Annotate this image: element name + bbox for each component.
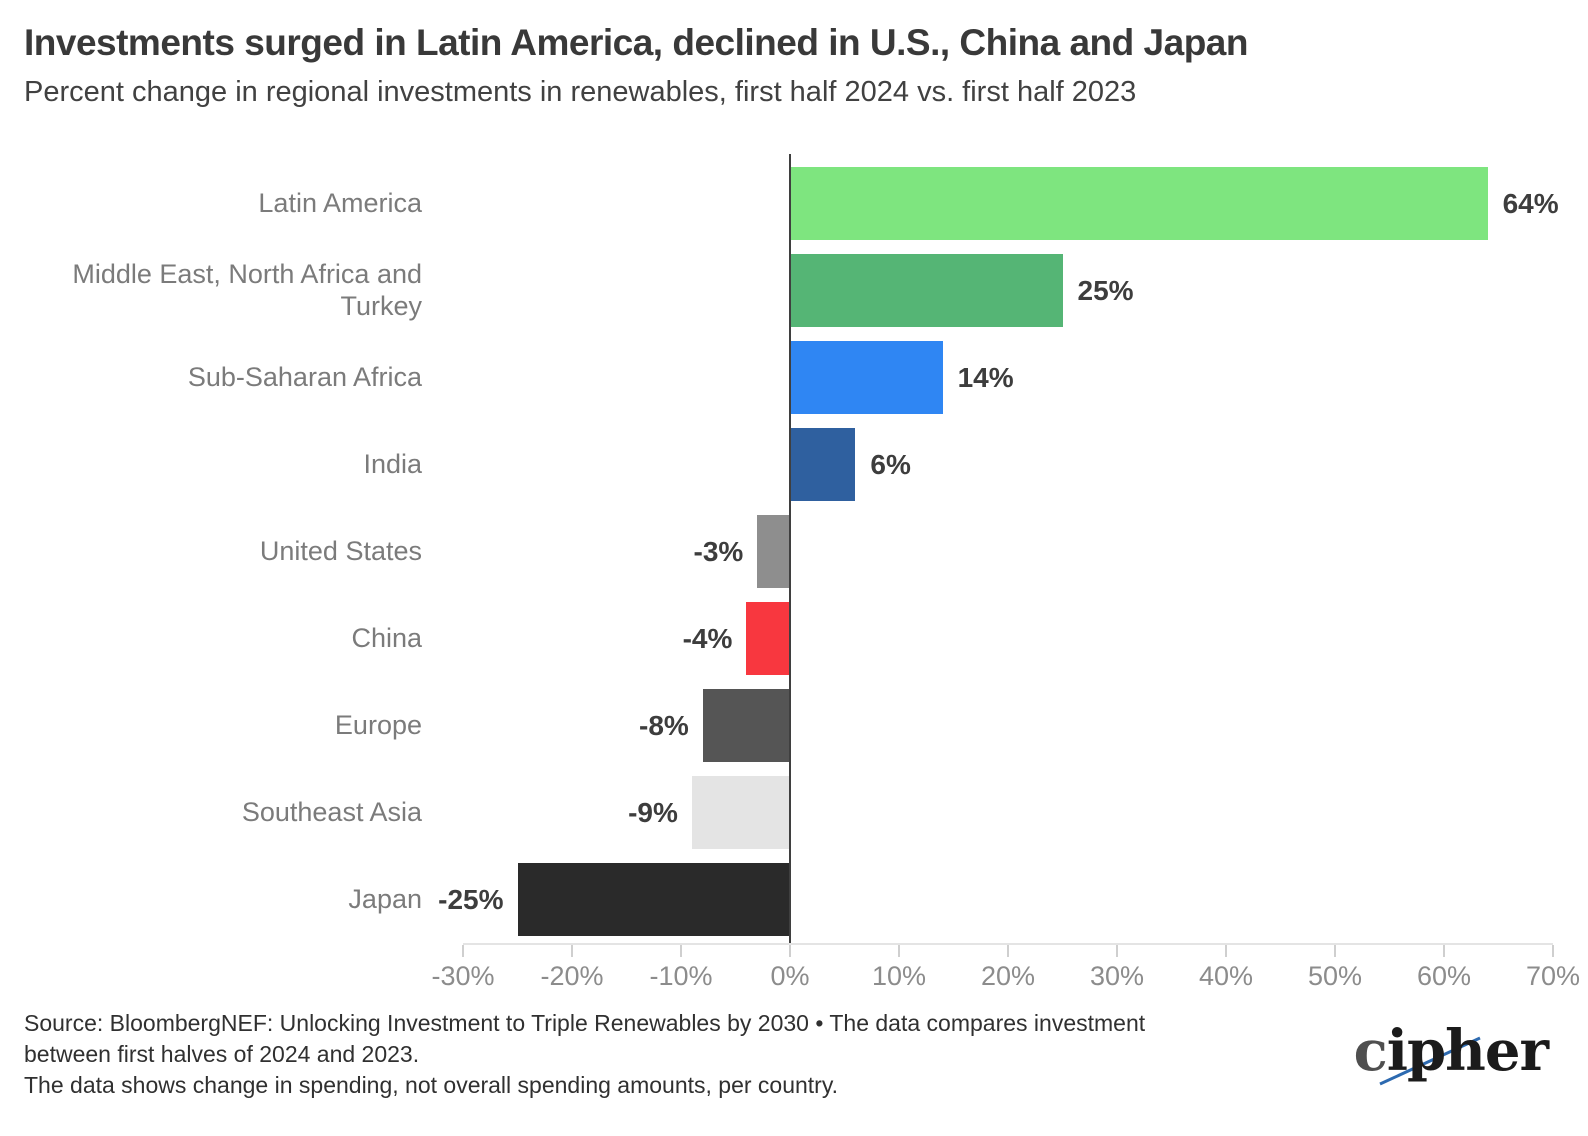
value-label-europe: -8%: [639, 709, 689, 741]
bar-row-india: 6%: [463, 421, 1553, 508]
bar-middle-east-north-africa-and-turkey: [790, 254, 1063, 327]
x-tick-label: 60%: [1416, 961, 1472, 991]
category-labels: Latin America Middle East, North Africa a…: [24, 160, 422, 998]
category-label-sub-saharan-africa: Sub-Saharan Africa: [187, 361, 422, 392]
bar-europe: [702, 689, 790, 762]
x-tick-mark: [1116, 945, 1118, 957]
bar-united-states: [757, 515, 790, 588]
bar-china: [746, 602, 790, 675]
category-label-japan: Japan: [348, 883, 422, 914]
bar-southeast-asia: [691, 776, 790, 849]
x-tick-mark: [1007, 945, 1009, 957]
x-tick-label: -20%: [540, 961, 604, 991]
x-tick-mark: [898, 945, 900, 957]
category-label-middle-east-north-africa-and-turkey: Middle East, North Africa and Turkey: [72, 258, 422, 321]
value-label-sub-saharan-africa: 14%: [957, 361, 1014, 393]
chart-subtitle: Percent change in regional investments i…: [24, 76, 1137, 108]
x-tick-mark: [1552, 945, 1554, 957]
bar-sub-saharan-africa: [790, 341, 943, 414]
bar-row-middle-east-north-africa-and-turkey: 25%: [463, 247, 1553, 334]
x-tick-mark: [1225, 945, 1227, 957]
source-line: between first halves of 2024 and 2023.: [24, 1041, 420, 1067]
bar-row-europe: -8%: [463, 682, 1553, 769]
value-label-china: -4%: [682, 622, 733, 654]
category-label-latin-america: Latin America: [258, 187, 422, 218]
x-tick-label: 30%: [1089, 961, 1145, 991]
chart-title: Investments surged in Latin America, dec…: [24, 22, 1248, 63]
value-label-india: 6%: [870, 448, 911, 480]
x-tick-label: 20%: [980, 961, 1036, 991]
bar-row-china: -4%: [463, 595, 1553, 682]
bar-latin-america: [790, 167, 1488, 240]
x-axis: -30% -20% -10% 0% 10% 20% 30% 40% 50% 60% 70%: [431, 943, 1580, 1000]
logo-wordmark: cipher: [1353, 1018, 1549, 1084]
bar-row-sub-saharan-africa: 14%: [463, 334, 1553, 421]
source-line: The data shows change in spending, not o…: [24, 1072, 839, 1098]
logo-slash-icon: [1379, 1036, 1481, 1086]
x-tick-mark: [1334, 945, 1336, 957]
x-tick-label: 50%: [1307, 961, 1363, 991]
category-label-united-states: United States: [259, 535, 422, 566]
x-tick-mark: [571, 945, 573, 957]
bar-row-southeast-asia: -9%: [463, 769, 1553, 856]
chart-header: Investments surged in Latin America, dec…: [24, 22, 1564, 109]
x-tick-mark: [1443, 945, 1445, 957]
x-tick-label: 40%: [1198, 961, 1254, 991]
value-label-southeast-asia: -9%: [628, 796, 678, 828]
x-tick-label: 0%: [770, 961, 810, 991]
bar-japan: [517, 863, 790, 936]
value-label-middle-east-north-africa-and-turkey: 25%: [1077, 274, 1134, 306]
bar-row-japan: -25%: [438, 856, 1553, 943]
value-label-japan: -25%: [438, 883, 504, 915]
x-tick-label: -10%: [649, 961, 713, 991]
x-tick-label: 70%: [1525, 961, 1581, 991]
x-tick-mark: [789, 945, 791, 957]
value-label-latin-america: 64%: [1502, 187, 1559, 219]
x-tick-label: -30%: [431, 961, 495, 991]
category-label-southeast-asia: Southeast Asia: [241, 796, 422, 827]
x-tick-mark: [680, 945, 682, 957]
category-label-europe: Europe: [334, 709, 422, 740]
x-tick-mark: [462, 945, 464, 957]
bar-row-united-states: -3%: [463, 508, 1553, 595]
zero-axis-line: [789, 154, 791, 943]
source-line: Source: BloombergNEF: Unlocking Investme…: [24, 1010, 1146, 1036]
bar-row-latin-america: 64%: [463, 160, 1559, 247]
chart-footer: Source: BloombergNEF: Unlocking Investme…: [24, 1008, 1564, 1101]
bar-chart: Latin America Middle East, North Africa a…: [24, 154, 1580, 1000]
cipher-logo: cipher: [1354, 1012, 1549, 1096]
bar-rows: 64% 25% 14% 6% -3% -4% -8% -9% -25%: [438, 160, 1559, 943]
category-label-india: India: [363, 448, 422, 479]
plot-area: 64% 25% 14% 6% -3% -4% -8% -9% -25% -30% -20% -10%…: [431, 154, 1580, 1000]
category-label-china: China: [351, 622, 422, 653]
x-tick-label: 10%: [871, 961, 927, 991]
bar-india: [790, 428, 856, 501]
source-note: Source: BloombergNEF: Unlocking Investme…: [24, 1008, 1564, 1101]
value-label-united-states: -3%: [693, 535, 744, 567]
